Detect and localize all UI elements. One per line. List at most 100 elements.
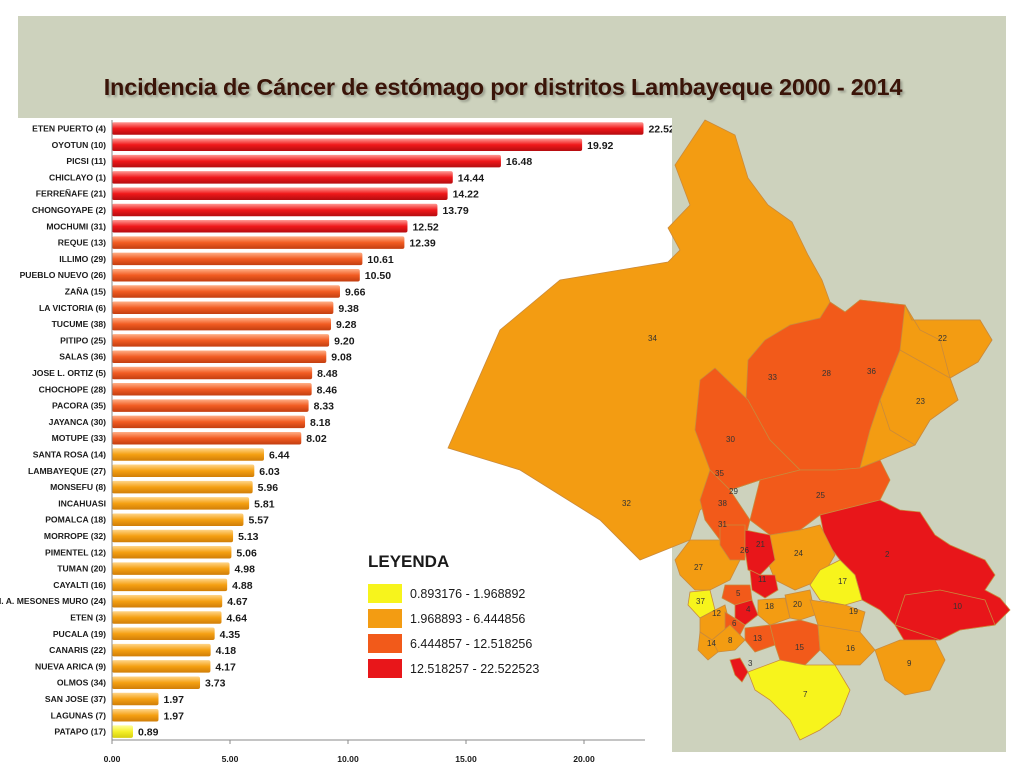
value-label: 4.67 [227, 596, 248, 608]
district-number: 37 [696, 597, 705, 606]
bar [112, 252, 363, 266]
category-label: ZAÑA (15) [65, 287, 106, 297]
category-label: PICSI (11) [66, 156, 106, 166]
district-number: 21 [756, 540, 765, 549]
district-17 [809, 559, 863, 606]
district-22 [904, 304, 993, 379]
value-label: 14.22 [453, 189, 479, 201]
bar [112, 138, 583, 152]
value-label: 8.48 [317, 368, 338, 380]
lambayeque-map: 34 22 33 28 36 23 30 35 29 25 38 32 31 2… [447, 119, 1011, 741]
bar [112, 464, 255, 478]
bar [112, 709, 159, 722]
district-number: 29 [729, 487, 738, 496]
category-label: CHOCHOPE (28) [39, 384, 106, 394]
district-26 [719, 524, 746, 561]
legend-label: 0.893176 - 1.968892 [410, 586, 526, 601]
category-label: SAN JOSE (37) [45, 694, 106, 704]
district-number: 36 [867, 367, 876, 376]
value-label: 13.79 [442, 205, 468, 217]
district-number: 11 [758, 575, 767, 584]
district-10 [894, 589, 996, 641]
district-9 [874, 639, 946, 696]
district-23 [879, 349, 959, 446]
x-tick-label: 20.00 [573, 754, 595, 764]
value-label: 19.92 [587, 140, 613, 152]
value-label: 1.97 [163, 694, 184, 706]
district-14 [697, 631, 719, 661]
category-label: ETEN (3) [70, 613, 106, 623]
district-number: 10 [953, 602, 962, 611]
value-label: 5.81 [254, 498, 275, 510]
bar [112, 692, 159, 706]
district-15 [769, 619, 821, 666]
value-label: 12.39 [409, 238, 435, 250]
category-label: SALAS (36) [59, 352, 106, 362]
bar [112, 546, 232, 559]
district-number: 27 [694, 563, 703, 572]
category-label: PUEBLO NUEVO (26) [20, 270, 107, 280]
category-label: PUCALA (19) [53, 629, 106, 639]
x-ticks-group: 0.00 5.00 10.00 15.00 20.00 [104, 740, 595, 764]
bar [112, 171, 453, 184]
category-label: FERREÑAFE (21) [36, 189, 106, 199]
legend-item: 1.968893 - 6.444856 [368, 606, 573, 631]
legend: LEYENDA 0.893176 - 1.968892 1.968893 - 6… [368, 552, 573, 681]
category-label: ILLIMO (29) [59, 254, 106, 264]
district-number: 17 [838, 577, 847, 586]
value-label: 3.73 [205, 678, 226, 690]
x-tick-label: 5.00 [222, 754, 239, 764]
district-3 [729, 657, 749, 683]
category-label: REQUE (13) [58, 238, 106, 248]
category-label: CAYALTI (16) [53, 580, 106, 590]
value-label: 10.61 [367, 254, 393, 266]
bar [112, 301, 334, 315]
bar [112, 366, 313, 380]
district-number: 8 [728, 636, 733, 645]
district-number: 7 [803, 690, 808, 699]
district-20 [784, 589, 816, 621]
category-label: OLMOS (34) [57, 678, 106, 688]
value-label: 16.48 [506, 156, 532, 168]
bar [112, 562, 230, 575]
district-number: 13 [753, 634, 762, 643]
legend-title: LEYENDA [368, 552, 450, 571]
bar [112, 627, 215, 641]
district-number: 16 [846, 644, 855, 653]
district-number: 5 [736, 589, 741, 598]
bar [112, 594, 223, 608]
legend-label: 12.518257 - 22.522523 [410, 661, 540, 676]
district-number: 14 [707, 639, 716, 648]
category-label: INCAHUASI [58, 498, 106, 508]
bar [112, 383, 312, 396]
value-label: 9.38 [338, 303, 359, 315]
category-label: CHONGOYAPE (2) [32, 205, 106, 215]
category-label: MOTUPE (33) [52, 433, 107, 443]
value-label: 10.50 [365, 270, 391, 282]
category-label: SANTA ROSA (14) [33, 450, 106, 460]
bar [112, 415, 306, 429]
district-number: 15 [795, 643, 804, 652]
district-13 [744, 624, 776, 653]
value-label: 6.44 [269, 450, 290, 462]
district-number: 31 [718, 520, 727, 529]
district-number: 22 [938, 334, 947, 343]
district-number: 3 [748, 659, 753, 668]
bar [112, 611, 222, 624]
district-11 [749, 569, 779, 599]
value-label: 9.08 [331, 352, 352, 364]
value-label: 8.33 [314, 401, 335, 413]
value-label: 4.88 [232, 580, 253, 592]
value-label: 1.97 [163, 710, 184, 722]
district-4 [734, 599, 759, 626]
district-number: 38 [718, 499, 727, 508]
bar [112, 448, 264, 461]
bar [112, 578, 228, 592]
category-label: LAGUNAS (7) [51, 710, 107, 720]
category-label: MOCHUMI (31) [46, 221, 106, 231]
district-numbers: 34 22 33 28 36 23 30 35 29 25 38 32 31 2… [622, 334, 962, 699]
legend-swatch [368, 659, 402, 678]
legend-item: 12.518257 - 22.522523 [368, 656, 573, 681]
category-label: JAYANCA (30) [49, 417, 106, 427]
category-label: POMALCA (18) [45, 515, 106, 525]
